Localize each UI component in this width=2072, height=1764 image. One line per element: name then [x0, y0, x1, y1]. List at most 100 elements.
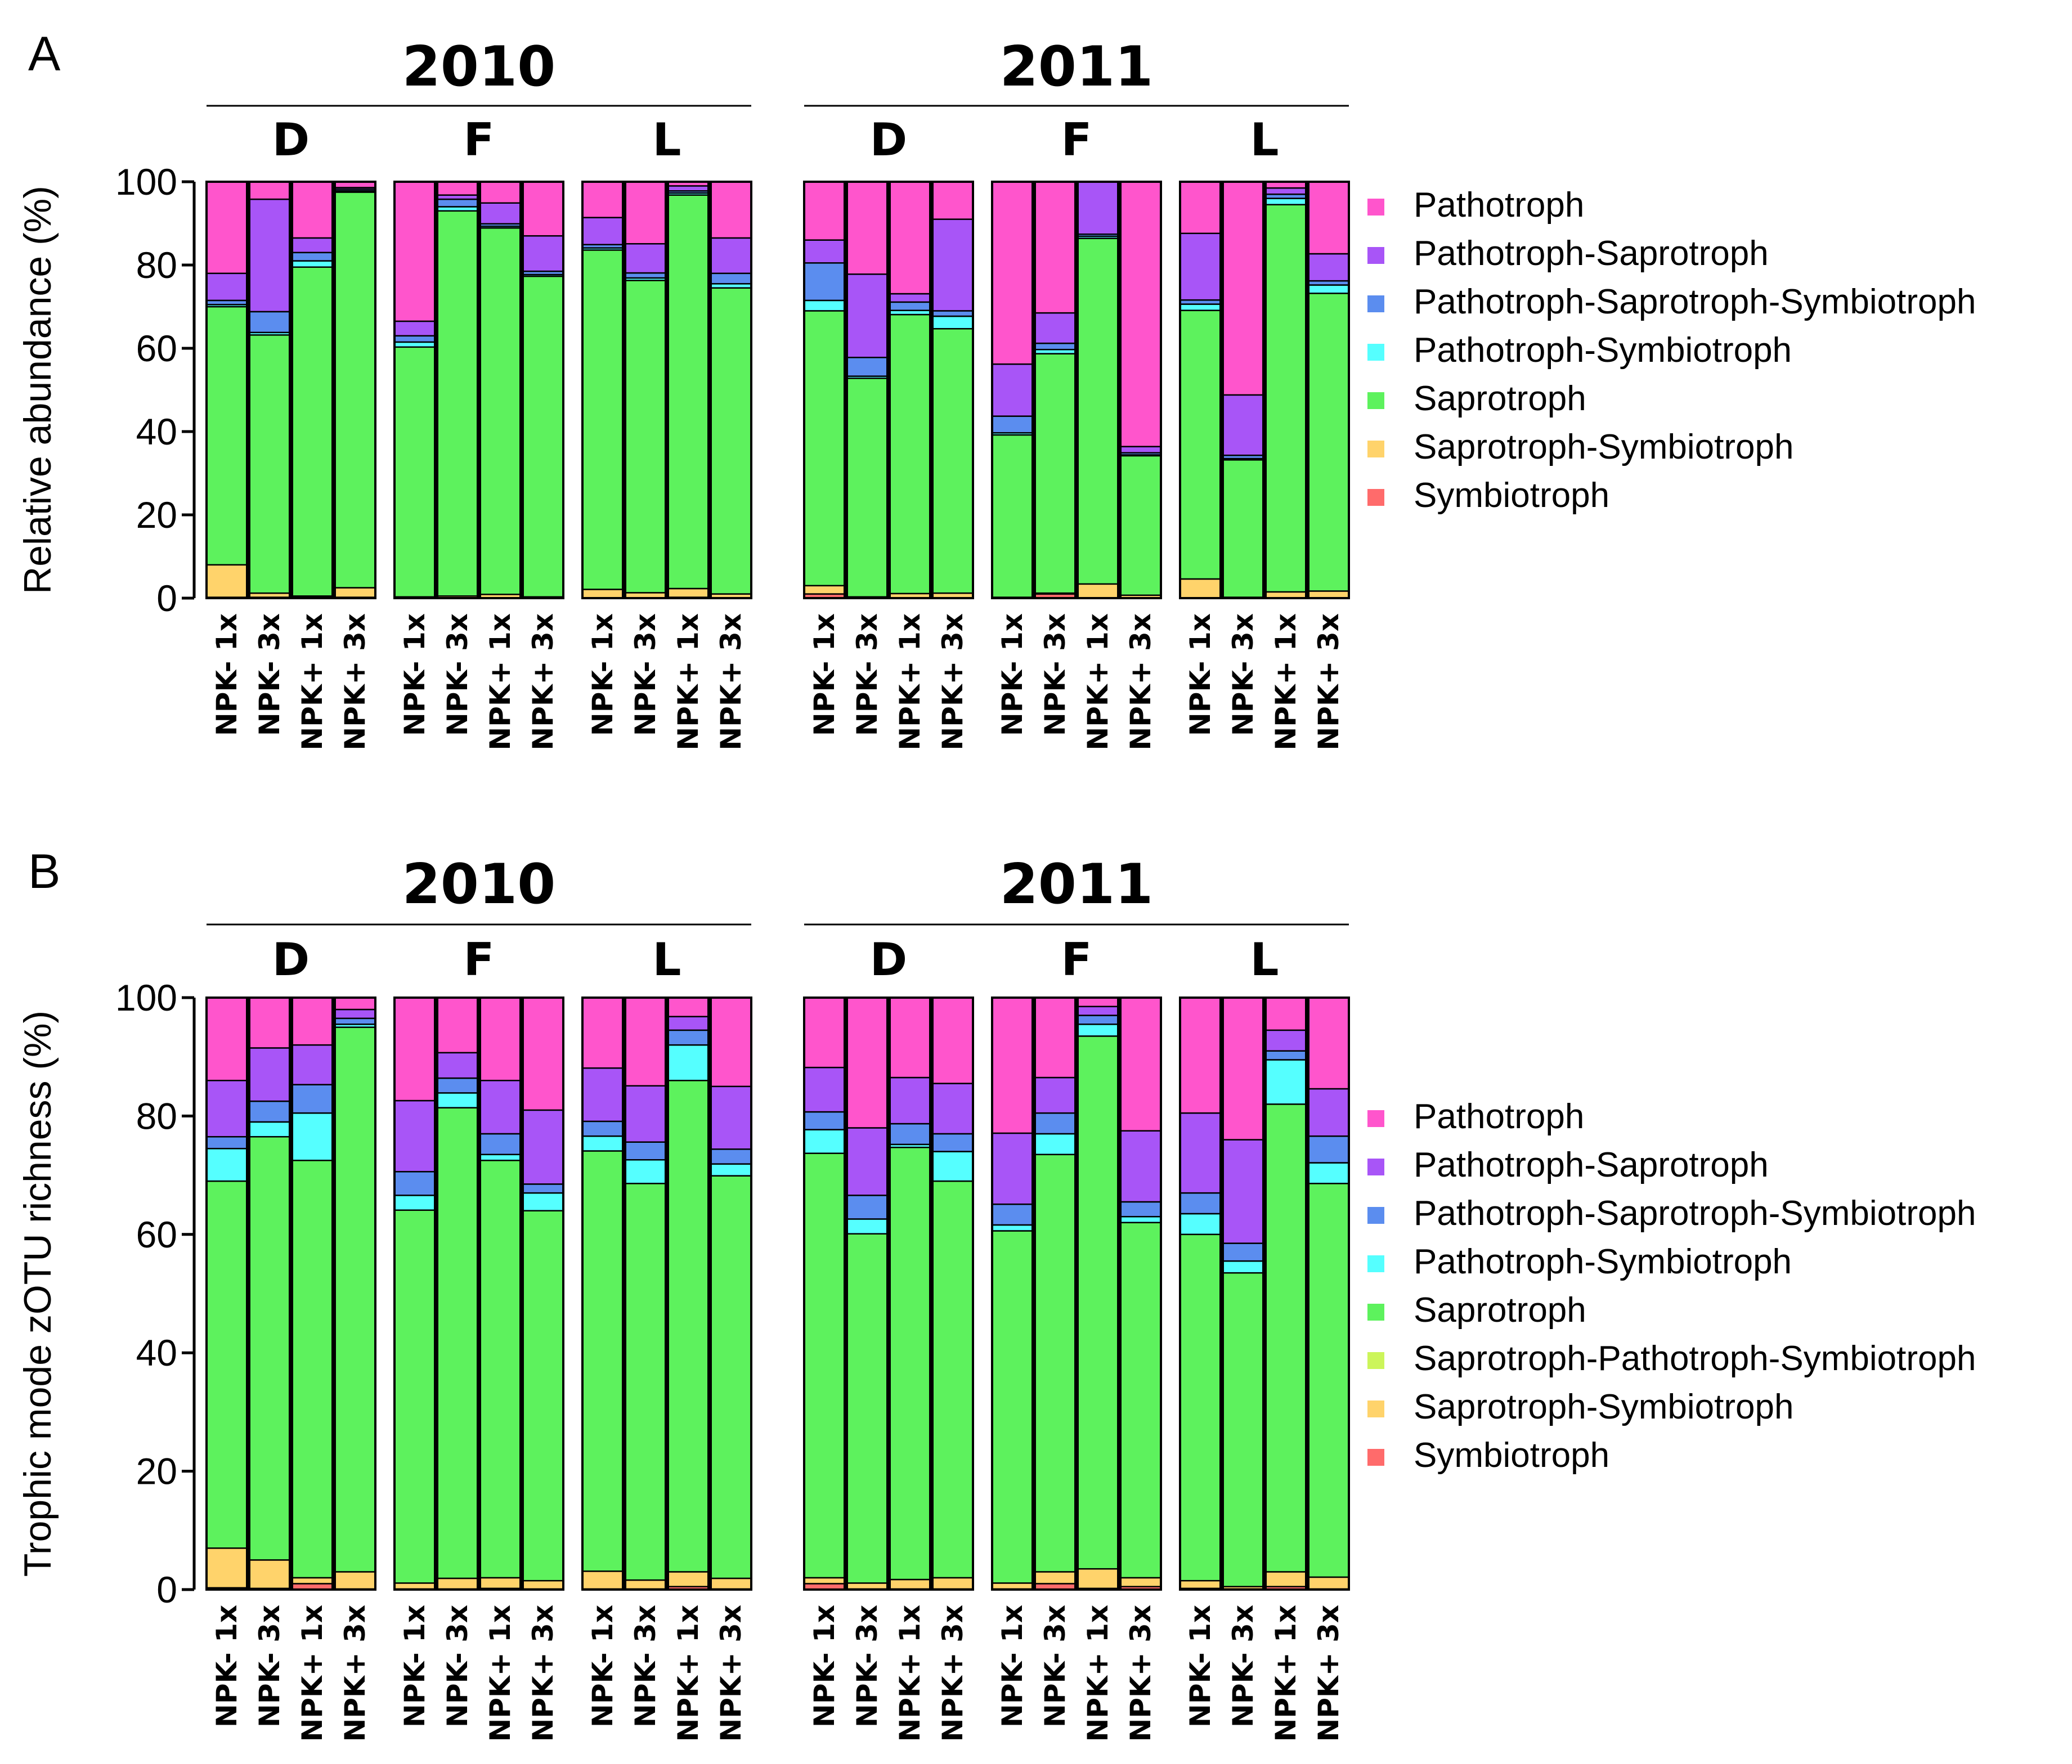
panel-a-bar [846, 181, 889, 599]
panel-b-x-tick-label: NPK+ 1x [484, 1605, 517, 1742]
panel-a-segment-pathotroph-saprotroph-symbiotroph [1034, 342, 1077, 351]
panel-b-segment-pathotroph-saprotroph [991, 1132, 1034, 1205]
panel-b-segment-pathotroph-symbiotroph [1034, 1133, 1077, 1156]
panel-b-x-tick-label: NPK+ 3x [527, 1605, 559, 1742]
panel-b-segment-pathotroph [1034, 997, 1077, 1079]
panel-b-segment-saprotroph-symbiotroph [291, 1577, 334, 1585]
panel-b-bar [1179, 997, 1222, 1591]
panel-a-segment-pathotroph-saprotroph-symbiotroph [889, 301, 931, 311]
panel-b-bar-outline [248, 997, 291, 1591]
panel-a-segment-pathotroph [581, 181, 624, 218]
panel-b-segment-pathotroph-saprotroph [889, 1076, 931, 1125]
panel-b-segment-pathotroph-saprotroph-symbiotroph [846, 1195, 889, 1220]
panel-a-x-tick-label: NPK- 3x [253, 613, 286, 736]
panel-a-legend-item: Pathotroph-Symbiotroph [1414, 331, 1792, 370]
panel-b-segment-saprotroph-symbiotroph [667, 1571, 710, 1587]
panel-a-bar [291, 181, 334, 599]
panel-b-group-label: L [1250, 933, 1279, 986]
panel-b-segment-pathotroph [710, 997, 752, 1088]
panel-a-bar [393, 181, 436, 599]
panel-b-segment-pathotroph-saprotroph-symbiotroph [624, 1141, 667, 1161]
panel-b-segment-pathotroph-symbiotroph [1264, 1059, 1307, 1105]
panel-a-y-tick-label: 80 [136, 244, 177, 286]
panel-b-x-tick-label: NPK- 3x [253, 1605, 286, 1727]
panel-a-x-tick-label: NPK- 1x [210, 613, 243, 736]
panel-b-segment-pathotroph [393, 997, 436, 1102]
panel-b-segment-saprotroph-symbiotroph [1264, 1571, 1307, 1587]
panel-a-segment-pathotroph-symbiotroph [291, 260, 334, 268]
panel-a-segment-saprotroph [846, 378, 889, 598]
panel-b-segment-pathotroph-saprotroph-symbiotroph [1077, 1015, 1119, 1025]
panel-b-bar-outline [1034, 997, 1077, 1591]
panel-a-bar [1307, 181, 1350, 599]
panel-a-segment-pathotroph [436, 181, 479, 196]
panel-b-x-tick-label: NPK+ 1x [894, 1605, 926, 1742]
panel-b-segment-saprotroph-symbiotroph [1179, 1579, 1222, 1590]
panel-a-y-tick-label: 20 [136, 494, 177, 536]
panel-a-bar-outline [334, 181, 376, 599]
panel-a-legend-swatch [1367, 489, 1384, 506]
panel-a-x-tick-label: NPK- 1x [1184, 613, 1217, 736]
panel-b-segment-pathotroph-saprotroph [248, 1047, 291, 1102]
panel-b-segment-pathotroph [1179, 997, 1222, 1114]
panel-a-segment-pathotroph-saprotroph [846, 273, 889, 358]
panel-b-segment-pathotroph-symbiotroph [522, 1192, 564, 1211]
panel-a-segment-pathotroph-saprotroph-symbiotroph [393, 335, 436, 343]
panel-b-segment-pathotroph-saprotroph-symbiotroph [581, 1120, 624, 1137]
panel-b-segment-saprotroph [1119, 1222, 1162, 1579]
panel-a-legend-item: Symbiotroph [1414, 476, 1609, 515]
panel-b-bar [205, 997, 248, 1591]
panel-b-segment-saprotroph [522, 1210, 564, 1582]
panel-a-bar [479, 181, 522, 599]
panel-b-bar [522, 997, 564, 1591]
panel-a-x-tick-label: NPK+ 3x [1124, 613, 1157, 751]
panel-a-legend-swatch [1367, 344, 1384, 361]
panel-b-legend-swatch [1367, 1401, 1384, 1417]
panel-a-x-tick-label: NPK+ 3x [715, 613, 747, 751]
panel-a-y-tick-label: 40 [136, 411, 177, 452]
panel-b-bar-outline [1119, 997, 1162, 1591]
panel-b-bar [931, 997, 974, 1591]
panel-a-x-tick-label: NPK- 3x [851, 613, 883, 736]
panel-b-bar [479, 997, 522, 1591]
panel-a-segment-pathotroph-saprotroph-symbiotroph [846, 357, 889, 377]
panel-a-segment-pathotroph [991, 181, 1034, 365]
panel-b-segment-pathotroph-saprotroph [479, 1080, 522, 1135]
panel-b-segment-pathotroph-symbiotroph [803, 1129, 846, 1154]
panel-a-segment-saprotroph [291, 266, 334, 597]
panel-b-segment-pathotroph-saprotroph-symbiotroph [248, 1100, 291, 1123]
panel-b-segment-saprotroph [436, 1107, 479, 1579]
panel-b-segment-pathotroph [931, 997, 974, 1084]
panel-a-segment-saprotroph [248, 334, 291, 594]
panel-b-segment-saprotroph [846, 1233, 889, 1584]
panel-a-bar [248, 181, 291, 599]
panel-a-bar [436, 181, 479, 599]
panel-b-x-tick-label: NPK- 1x [1184, 1605, 1217, 1727]
panel-a-bar-outline [1034, 181, 1077, 599]
panel-a-x-tick-label: NPK+ 3x [1312, 613, 1345, 751]
panel-b-y-tick-label: 0 [156, 1569, 177, 1610]
panel-a-segment-pathotroph-symbiotroph [1307, 284, 1350, 294]
panel-a-segment-saprotroph [522, 275, 564, 598]
panel-a-x-tick-label: NPK+ 1x [672, 613, 705, 751]
panel-b-group-label: F [1061, 933, 1092, 986]
panel-a-segment-pathotroph [248, 181, 291, 200]
panel-b-segment-pathotroph [1264, 997, 1307, 1031]
panel-b-bar [291, 997, 334, 1591]
panel-a-segment-pathotroph [846, 181, 889, 275]
panel-b-segment-pathotroph-saprotroph [291, 1044, 334, 1085]
panel-b-segment-pathotroph-saprotroph-symbiotroph [803, 1111, 846, 1130]
panel-a-year-label: 2010 [402, 35, 556, 99]
panel-b-segment-pathotroph [624, 997, 667, 1087]
panel-a-segment-saprotroph [1264, 204, 1307, 593]
panel-a-bar-outline [1077, 181, 1119, 599]
panel-a-bar-outline [479, 181, 522, 599]
panel-a-segment-pathotroph [889, 181, 931, 295]
panel-a-segment-pathotroph-saprotroph [581, 217, 624, 245]
panel-a-x-tick-label: NPK+ 1x [296, 613, 329, 751]
panel-b-group-label: D [870, 933, 907, 986]
panel-b-segment-pathotroph-saprotroph-symbiotroph [1264, 1050, 1307, 1061]
panel-b-x-tick-label: NPK- 1x [808, 1605, 841, 1727]
panel-b-segment-saprotroph [1264, 1103, 1307, 1573]
